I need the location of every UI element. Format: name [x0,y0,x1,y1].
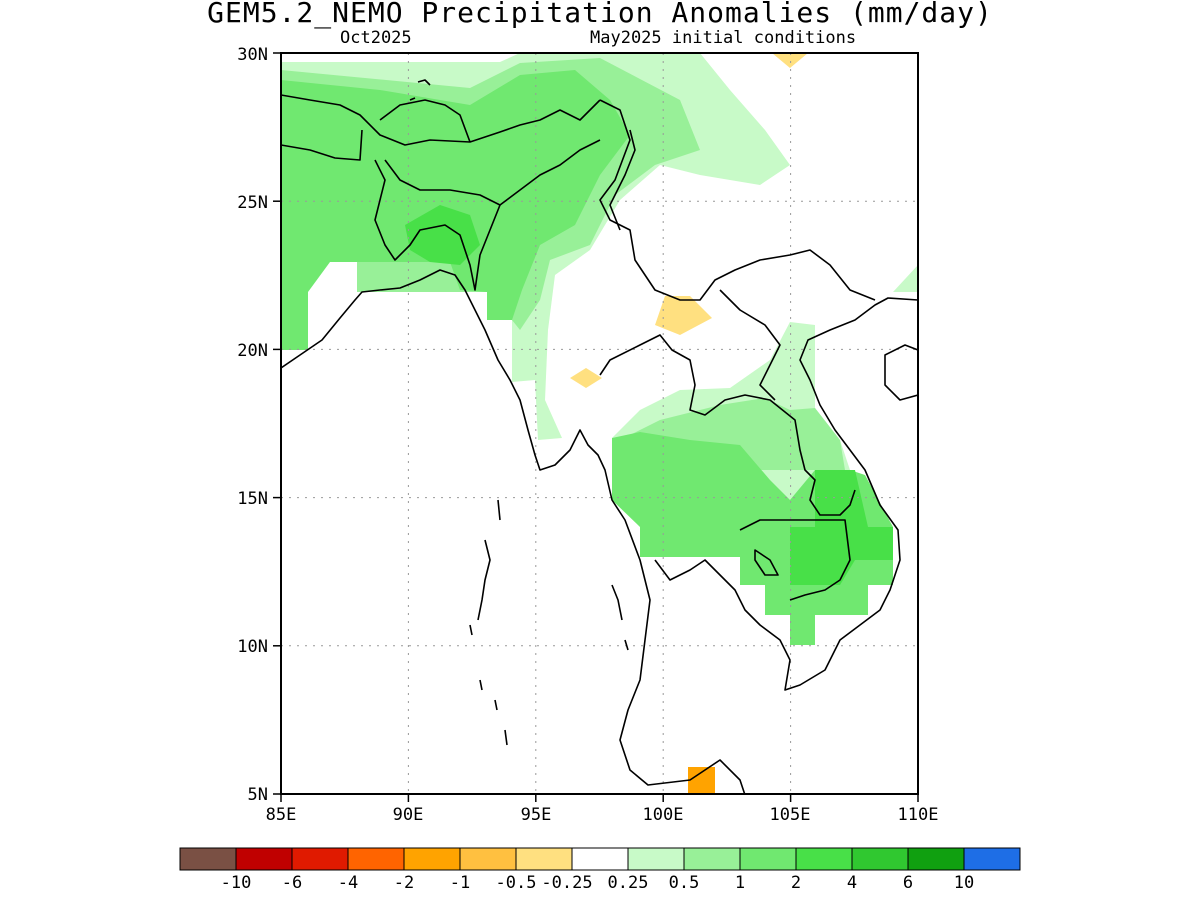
y-tick-label: 20N [237,341,268,361]
andaman-islands [477,539,491,621]
china-north-coast [409,79,431,101]
legend-label: -2 [394,873,414,893]
coastline-hainan [884,344,918,401]
legend-swatch [403,847,461,871]
legend-label: 6 [903,873,913,893]
map-gridlines [281,53,918,794]
coastline-gulf-thailand [654,297,918,691]
anomaly-region-core-bangladesh [405,205,480,265]
border-bhutan [379,99,471,143]
legend-swatch [571,847,629,871]
x-tick-label: 110E [898,805,939,825]
legend-swatch [459,847,517,871]
anomaly-neg-malaya [688,767,715,794]
anomaly-region-core-vietnam [790,470,893,585]
valid-month-label: Oct2025 [340,28,412,48]
legend-label: -1 [450,873,470,893]
map-frame [280,52,919,795]
legend-swatch [683,847,741,871]
anomaly-region-edge-east [893,265,918,292]
legend-swatch [851,847,909,871]
y-axis-labels: 5N 10N 15N 20N 25N 30N [237,45,268,805]
x-tick-label: 95E [521,805,552,825]
legend-label: -10 [221,873,252,893]
legend-swatch [179,847,237,871]
legend-swatch [795,847,853,871]
y-tick-label: 30N [237,45,268,65]
x-tick-label: 85E [266,805,297,825]
x-axis-labels: 85E 90E 95E 100E 105E 110E [266,805,939,825]
y-tick-label: 5N [248,785,268,805]
anomaly-neg-shan [655,296,712,335]
legend-label: -4 [338,873,358,893]
border-myanmar-india [499,139,601,206]
legend-label: 4 [847,873,857,893]
legend-label: 0.25 [608,873,649,893]
color-legend [179,847,1021,871]
legend-swatch [907,847,965,871]
legend-swatch [739,847,797,871]
land-outlines [281,79,918,794]
anomaly-gap-coast [308,262,357,292]
legend-swatch [347,847,405,871]
legend-swatch [963,847,1021,871]
x-tick-label: 100E [643,805,684,825]
legend-label: -0.5 [496,873,537,893]
axis-ticks [273,52,919,802]
y-tick-label: 10N [237,637,268,657]
border-nepal [281,129,363,161]
border-thailand [599,334,856,516]
border-india-north [281,94,601,146]
andaman-islands-2 [469,499,508,746]
tonle-sap-lake [754,549,779,576]
legend-swatch [515,847,573,871]
mergui-islands [611,584,629,651]
legend-label: 1 [735,873,745,893]
legend-label: -6 [282,873,302,893]
border-bangladesh [374,159,501,291]
legend-swatch [627,847,685,871]
anomaly-neg-north [772,53,808,68]
anomaly-neg-andaman [570,368,602,388]
map-title: GEM5.2_NEMO Precipitation Anomalies (mm/… [207,0,993,29]
x-tick-label: 90E [393,805,424,825]
legend-label: -0.25 [541,873,592,893]
init-conditions-label: May2025 initial conditions [590,28,857,48]
border-myanmar [599,99,876,301]
coastline-bengal [281,269,746,794]
legend-swatch [235,847,293,871]
legend-swatch [291,847,349,871]
border-yunnan [609,129,636,231]
legend-label: 10 [954,873,974,893]
x-tick-label: 105E [770,805,811,825]
border-cambodia [739,519,851,601]
y-tick-label: 25N [237,193,268,213]
legend-label: 0.5 [669,873,700,893]
legend-label: 2 [791,873,801,893]
border-laos [719,289,781,401]
legend-labels: -10 -6 -4 -2 -1 -0.5 -0.25 0.25 0.5 1 2 … [221,873,975,893]
y-tick-label: 15N [237,489,268,509]
